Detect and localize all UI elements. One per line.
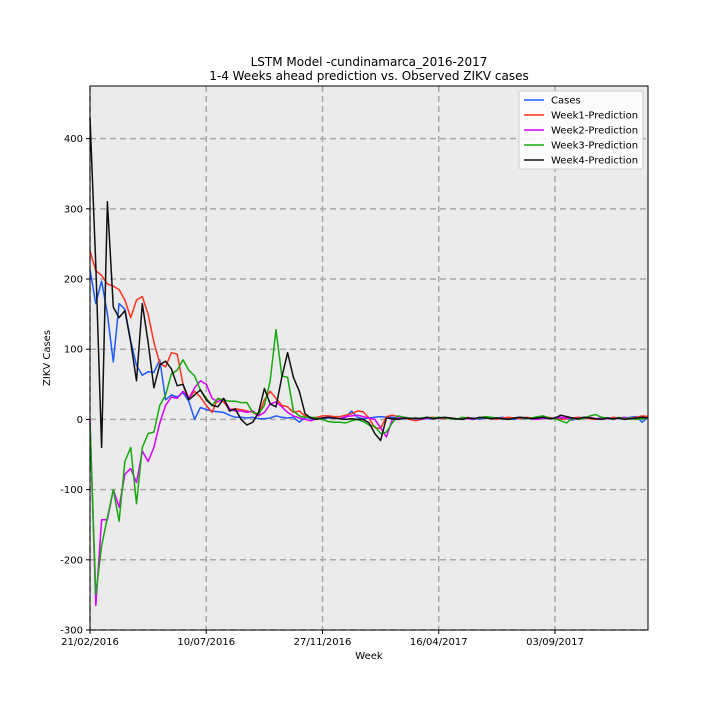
chart-subtitle: 1-4 Weeks ahead prediction vs. Observed … [209, 69, 529, 83]
y-tick-label: -300 [60, 626, 83, 637]
y-tick-label: -100 [60, 485, 83, 496]
x-tick-label: 21/02/2016 [61, 637, 119, 648]
y-tick-label: 400 [64, 134, 83, 145]
x-tick-label: 16/04/2017 [410, 637, 468, 648]
y-tick-label: 200 [64, 275, 83, 286]
series-layer [89, 117, 649, 607]
legend-label: Week2-Prediction [551, 126, 638, 137]
x-axis-label: Week [355, 651, 383, 662]
y-tick-label: 0 [77, 415, 83, 426]
x-tick-label: 27/11/2016 [294, 637, 352, 648]
legend: Cases Week1-Prediction Week2-Prediction Wee… [518, 90, 644, 170]
y-axis: -300 -200 -100 0 100 200 300 400 [60, 134, 90, 637]
x-tick-label: 10/07/2016 [177, 637, 235, 648]
y-tick-label: -200 [60, 555, 83, 566]
legend-box [518, 90, 644, 170]
legend-label: Week3-Prediction [551, 141, 638, 152]
x-tick-label: 03/09/2017 [526, 637, 584, 648]
chart-title: LSTM Model -cundinamarca_2016-2017 [251, 55, 488, 69]
y-tick-label: 300 [64, 204, 83, 215]
legend-label: Cases [551, 96, 581, 107]
y-axis-label: ZIKV Cases [42, 330, 53, 386]
y-tick-label: 100 [64, 345, 83, 356]
plot-frame [89, 85, 649, 631]
legend-label: Week4-Prediction [551, 156, 638, 167]
series-line-week4-prediction [89, 117, 649, 449]
x-axis: 21/02/2016 10/07/2016 27/11/2016 16/04/2017… [61, 630, 584, 648]
legend-label: Week1-Prediction [551, 111, 638, 122]
